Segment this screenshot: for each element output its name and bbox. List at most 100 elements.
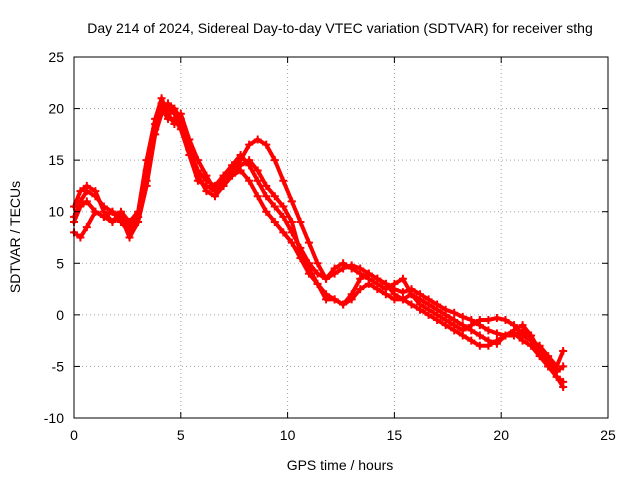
data-point-marker <box>398 295 407 304</box>
data-point-marker <box>484 326 493 335</box>
x-tick-label: 20 <box>493 427 509 443</box>
y-tick-label: 20 <box>48 101 64 117</box>
data-point-marker <box>390 279 399 288</box>
data-point-marker <box>279 176 288 185</box>
data-point-marker <box>170 104 179 113</box>
data-point-marker <box>475 341 484 350</box>
data-point-marker <box>245 140 254 149</box>
data-point-marker <box>245 156 254 165</box>
data-point-marker <box>450 316 459 325</box>
data-point-marker <box>501 316 510 325</box>
plot-frame <box>73 56 609 419</box>
data-point-marker <box>253 135 262 144</box>
y-tick-label: -10 <box>44 410 64 426</box>
data-point-marker <box>287 218 296 227</box>
data-point-marker <box>501 331 510 340</box>
data-point-marker <box>270 156 279 165</box>
data-point-marker <box>157 104 166 113</box>
data-point-marker <box>116 218 125 227</box>
axis-ticks: 0 5 10 15 20 25 -10 -5 0 5 10 15 20 25 <box>44 49 616 443</box>
data-point-marker <box>219 181 228 190</box>
data-point-marker <box>91 207 100 216</box>
data-point-marker <box>330 295 339 304</box>
data-point-marker <box>82 223 91 232</box>
series-layer <box>70 94 568 392</box>
data-point-marker <box>304 264 313 273</box>
data-point-marker <box>467 336 476 345</box>
data-point-marker <box>518 321 527 330</box>
data-point-marker <box>527 331 536 340</box>
data-point-marker <box>151 125 160 134</box>
data-point-marker <box>552 372 561 381</box>
data-point-marker <box>510 326 519 335</box>
data-point-marker <box>228 171 237 180</box>
data-point-marker <box>262 192 271 201</box>
data-point-marker <box>475 331 484 340</box>
data-point-marker <box>407 290 416 299</box>
data-point-marker <box>170 114 179 123</box>
data-point-marker <box>347 264 356 273</box>
data-point-marker <box>433 305 442 314</box>
data-point-marker <box>458 321 467 330</box>
data-point-marker <box>125 228 134 237</box>
data-point-marker <box>142 176 151 185</box>
x-tick-label: 5 <box>177 427 185 443</box>
data-point-marker <box>125 218 134 227</box>
data-point-marker <box>398 274 407 283</box>
data-point-marker <box>193 176 202 185</box>
data-point-marker <box>253 176 262 185</box>
data-point-marker <box>467 326 476 335</box>
data-point-marker <box>559 346 568 355</box>
data-point-marker <box>492 329 501 338</box>
data-point-marker <box>279 202 288 211</box>
y-tick-label: 0 <box>56 307 64 323</box>
data-point-marker <box>262 140 271 149</box>
grid <box>74 57 608 418</box>
data-point-marker <box>416 295 425 304</box>
data-point-marker <box>304 238 313 247</box>
data-point-marker <box>270 192 279 201</box>
data-point-marker <box>91 187 100 196</box>
data-point-marker <box>253 192 262 201</box>
data-point-marker <box>157 94 166 103</box>
data-point-marker <box>134 212 143 221</box>
data-point-marker <box>287 238 296 247</box>
data-point-marker <box>116 207 125 216</box>
data-point-marker <box>356 274 365 283</box>
y-tick-label: 5 <box>56 255 64 271</box>
data-point-marker <box>322 295 331 304</box>
data-point-marker <box>492 313 501 322</box>
data-point-marker <box>108 218 117 227</box>
data-point-marker <box>253 166 262 175</box>
data-point-marker <box>390 290 399 299</box>
data-point-marker <box>82 197 91 206</box>
data-point-marker <box>108 207 117 216</box>
data-point-marker <box>202 171 211 180</box>
data-point-marker <box>475 316 484 325</box>
data-point-marker <box>356 285 365 294</box>
y-tick-label: 25 <box>48 49 64 65</box>
data-point-marker <box>176 125 185 134</box>
data-point-marker <box>441 310 450 319</box>
data-point-marker <box>76 187 85 196</box>
data-point-marker <box>270 218 279 227</box>
data-point-marker <box>202 181 211 190</box>
data-point-marker <box>364 269 373 278</box>
data-point-marker <box>262 207 271 216</box>
data-point-marker <box>313 259 322 268</box>
y-tick-label: 15 <box>48 152 64 168</box>
x-tick-label: 15 <box>387 427 403 443</box>
data-point-marker <box>492 339 501 348</box>
data-point-marker <box>270 202 279 211</box>
data-point-marker <box>559 383 568 392</box>
chart-title: Day 214 of 2024, Sidereal Day-to-day VTE… <box>87 20 593 36</box>
data-point-marker <box>279 228 288 237</box>
data-point-marker <box>424 300 433 309</box>
data-point-marker <box>185 135 194 144</box>
x-tick-label: 10 <box>280 427 296 443</box>
data-point-marker <box>82 181 91 190</box>
data-point-marker <box>313 269 322 278</box>
data-point-marker <box>484 316 493 325</box>
